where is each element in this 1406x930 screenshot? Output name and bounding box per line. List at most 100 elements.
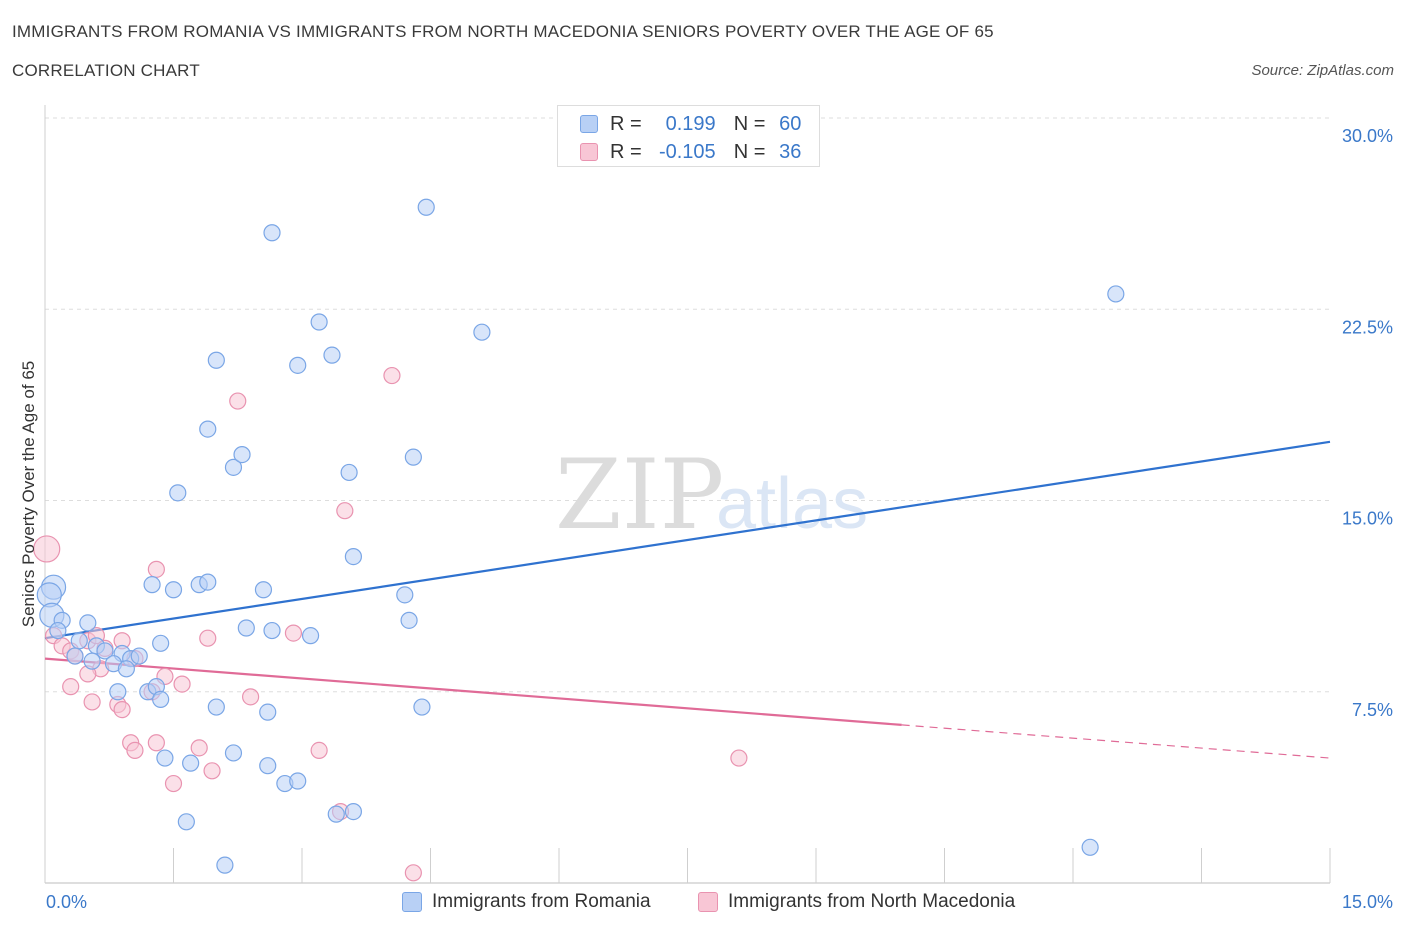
macedonia-point-14 <box>113 700 131 719</box>
y-axis-label: Seniors Poverty Over the Age of 65 <box>19 361 38 627</box>
romania-legend-swatch <box>402 892 422 912</box>
romania-point-17 <box>109 683 127 701</box>
macedonia-point-35 <box>730 749 748 767</box>
macedonia-point-27 <box>229 392 247 410</box>
macedonia-point-28 <box>242 688 260 706</box>
romania-point-36 <box>143 576 161 594</box>
macedonia-point-11 <box>62 678 80 696</box>
macedonia-point-18 <box>173 675 191 693</box>
trend-lines <box>44 440 1331 759</box>
watermark-atlas: atlas <box>716 464 868 544</box>
macedonia-point-19 <box>147 560 165 578</box>
romania-point-43 <box>224 458 243 476</box>
romania-point-27 <box>259 757 277 775</box>
romania-point-53 <box>400 611 418 629</box>
romania-point-30 <box>237 619 255 637</box>
romania-point-24 <box>207 698 225 716</box>
romania-point-29 <box>289 772 307 790</box>
romania-point-14 <box>117 660 135 678</box>
romania-point-9 <box>66 647 84 665</box>
y-tick-label-0: 7.5% <box>1352 700 1393 720</box>
romania-point-15 <box>152 634 170 652</box>
romania-point-46 <box>289 356 307 374</box>
y-tick-label-2: 22.5% <box>1342 317 1393 337</box>
macedonia-point-23 <box>164 774 183 793</box>
macedonia-point-32 <box>336 502 354 520</box>
romania-point-16 <box>130 647 148 665</box>
legend-item-romania: Immigrants from Romania <box>402 890 651 914</box>
romania-point-41 <box>169 484 187 502</box>
romania-point-42 <box>199 420 217 438</box>
romania-point-5 <box>79 614 97 632</box>
romania-n-value: 60 <box>779 112 802 135</box>
legend-item-macedonia: Immigrants from North Macedonia <box>698 890 1015 914</box>
macedonia-r-value: -0.105 <box>658 140 716 163</box>
macedonia-point-34 <box>404 864 422 882</box>
romania-points <box>36 198 1125 874</box>
source-label: Source: ZipAtlas.com <box>1251 62 1394 79</box>
stats-legend: R = 0.199 N = 60 R = -0.105 N = 36 <box>557 105 820 167</box>
n-label: N = <box>733 140 766 163</box>
romania-point-33 <box>327 805 345 823</box>
romania-point-12 <box>83 652 101 670</box>
romania-trend-line <box>44 440 1331 640</box>
y-tick-label-1: 15.0% <box>1342 509 1393 529</box>
x-tick-label-1: 15.0% <box>1342 892 1393 912</box>
macedonia-point-29 <box>284 624 303 642</box>
romania-point-50 <box>340 463 358 482</box>
macedonia-point-30 <box>310 741 328 760</box>
romania-point-56 <box>417 198 435 216</box>
romania-point-55 <box>413 698 431 716</box>
macedonia-point-0 <box>33 535 61 563</box>
romania-point-51 <box>344 547 362 566</box>
romania-point-25 <box>224 744 243 762</box>
romania-point-35 <box>216 856 234 874</box>
tick-labels: 7.5% 15.0% 22.5% 30.0% 0.0% 15.0% <box>46 126 1393 912</box>
chart-title: IMMIGRANTS FROM ROMANIA VS IMMIGRANTS FR… <box>12 22 994 41</box>
macedonia-point-24 <box>190 739 208 757</box>
romania-point-45 <box>207 351 225 369</box>
macedonia-point-12 <box>83 693 101 711</box>
macedonia-swatch <box>580 143 598 161</box>
macedonia-trend-line <box>44 657 902 726</box>
romania-point-39 <box>199 573 217 591</box>
macedonia-point-33 <box>383 366 401 385</box>
romania-swatch <box>580 115 598 133</box>
romania-legend-label: Immigrants from Romania <box>432 891 651 912</box>
romania-point-26 <box>259 703 277 721</box>
y-tick-label-3: 30.0% <box>1342 126 1393 146</box>
romania-point-58 <box>1107 285 1125 303</box>
romania-point-20 <box>152 690 170 709</box>
macedonia-n-value: 36 <box>779 140 802 163</box>
romania-point-32 <box>301 627 320 645</box>
romania-point-49 <box>323 346 341 364</box>
legend-row-macedonia: R = -0.105 N = 36 <box>580 139 801 165</box>
x-tick-label-0: 0.0% <box>46 892 87 912</box>
watermark-zip: ZIP <box>555 439 724 551</box>
romania-point-21 <box>156 749 174 767</box>
macedonia-legend-label: Immigrants from North Macedonia <box>728 891 1016 912</box>
macedonia-trend-extension <box>901 724 1331 759</box>
romania-point-54 <box>404 448 422 466</box>
romania-point-23 <box>177 813 195 831</box>
romania-point-47 <box>263 224 281 242</box>
romania-point-8 <box>96 642 114 660</box>
axes <box>44 105 1331 884</box>
romania-point-40 <box>254 581 273 599</box>
romania-point-34 <box>344 802 362 821</box>
romania-point-59 <box>1081 838 1099 856</box>
macedonia-point-26 <box>199 629 217 647</box>
romania-point-6 <box>70 632 88 650</box>
n-label: N = <box>733 112 766 135</box>
macedonia-point-22 <box>147 734 165 752</box>
macedonia-point-25 <box>203 762 221 780</box>
r-label: R = <box>610 112 642 135</box>
watermark: ZIP atlas <box>555 439 868 551</box>
romania-point-57 <box>473 323 491 341</box>
r-label: R = <box>610 140 642 163</box>
romania-point-52 <box>396 586 414 604</box>
romania-r-value: 0.199 <box>665 112 716 135</box>
macedonia-legend-swatch <box>698 892 718 912</box>
romania-point-4 <box>49 621 67 640</box>
